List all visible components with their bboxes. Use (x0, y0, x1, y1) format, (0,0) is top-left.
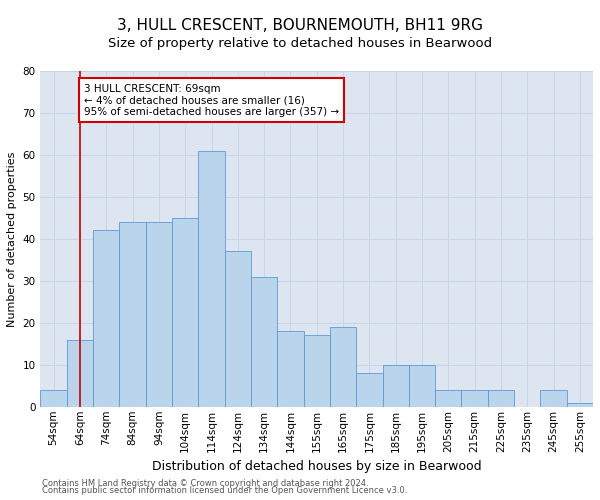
Bar (409, 365, 435, 407)
Bar (172, 218, 199, 407)
Bar (541, 390, 567, 407)
Bar (461, 390, 488, 407)
Bar (251, 276, 277, 407)
Bar (67, 340, 93, 407)
Y-axis label: Number of detached properties: Number of detached properties (7, 151, 17, 326)
Bar (119, 222, 146, 407)
X-axis label: Distribution of detached houses by size in Bearwood: Distribution of detached houses by size … (152, 460, 482, 473)
Bar (330, 327, 356, 407)
Bar (93, 230, 119, 407)
Text: Contains HM Land Registry data © Crown copyright and database right 2024.: Contains HM Land Registry data © Crown c… (42, 478, 368, 488)
Bar (199, 150, 224, 407)
Bar (356, 373, 383, 407)
Bar (567, 402, 593, 407)
Bar (383, 365, 409, 407)
Bar (435, 390, 461, 407)
Bar (224, 252, 251, 407)
Bar (277, 331, 304, 407)
Text: Size of property relative to detached houses in Bearwood: Size of property relative to detached ho… (108, 38, 492, 51)
Bar (488, 390, 514, 407)
Text: 3, HULL CRESCENT, BOURNEMOUTH, BH11 9RG: 3, HULL CRESCENT, BOURNEMOUTH, BH11 9RG (117, 18, 483, 32)
Bar (146, 222, 172, 407)
Bar (40, 390, 67, 407)
Text: Contains public sector information licensed under the Open Government Licence v3: Contains public sector information licen… (42, 486, 407, 495)
Text: 3 HULL CRESCENT: 69sqm
← 4% of detached houses are smaller (16)
95% of semi-deta: 3 HULL CRESCENT: 69sqm ← 4% of detached … (84, 84, 339, 116)
Bar (304, 336, 330, 407)
